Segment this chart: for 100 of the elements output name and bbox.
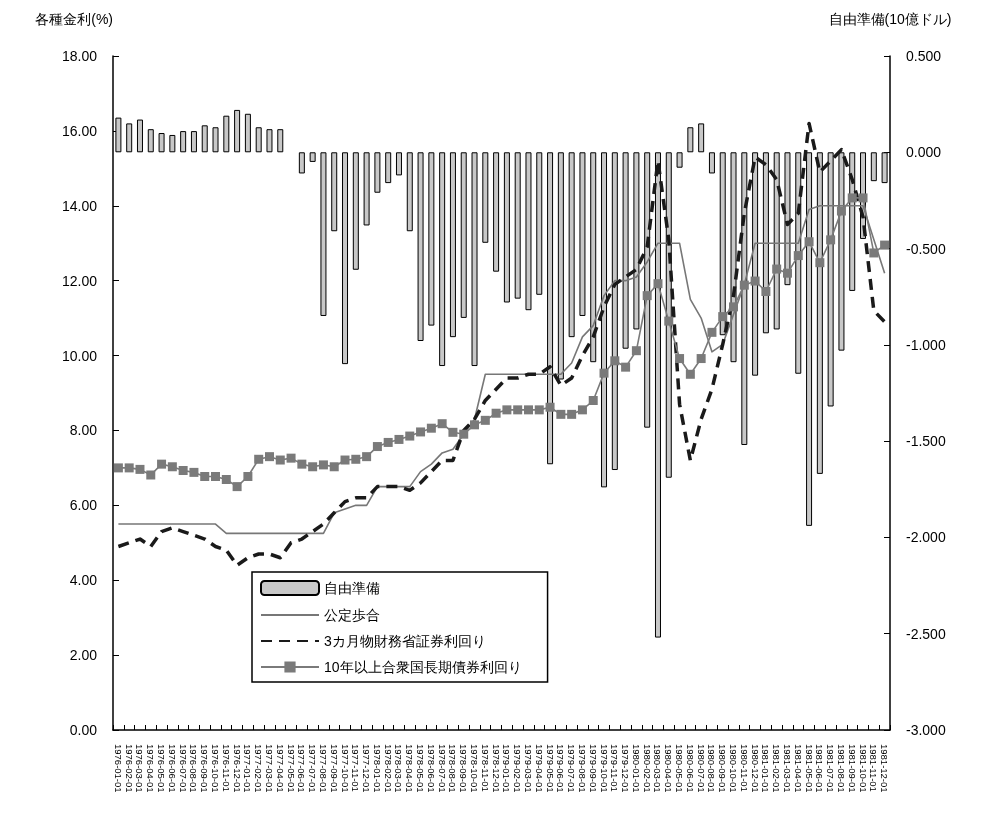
- x-tick-label: 1979-01-01: [501, 744, 513, 793]
- x-tick-label: 1977-02-01: [253, 744, 265, 793]
- x-tick-label: 1979-09-01: [587, 744, 599, 793]
- x-tick-label: 1978-03-01: [393, 744, 405, 793]
- bar: [234, 109, 241, 153]
- legend-label: 公定歩合: [324, 607, 380, 623]
- bar: [169, 134, 176, 153]
- bar: [547, 152, 554, 465]
- x-tick-label: 1976-11-01: [220, 744, 232, 792]
- bar: [493, 152, 500, 272]
- bar: [363, 152, 370, 226]
- bar: [654, 152, 661, 638]
- bar: [255, 127, 262, 153]
- x-tick-label: 1977-01-01: [242, 744, 254, 793]
- bar: [395, 152, 402, 176]
- x-tick-label: 1980-03-01: [652, 744, 664, 793]
- x-tick-label: 1981-10-01: [857, 744, 869, 793]
- y-tick-label: 0.00: [69, 722, 98, 738]
- x-tick-label: 1980-12-01: [749, 744, 761, 793]
- y-tick-label: 12.00: [61, 272, 98, 289]
- x-tick-label: 1980-06-01: [684, 744, 696, 793]
- bar: [838, 152, 845, 351]
- bar: [385, 152, 392, 184]
- y2-tick-label: 0.000: [906, 144, 942, 161]
- bar: [762, 152, 769, 334]
- bar: [719, 152, 726, 336]
- x-tick-label: 1977-05-01: [285, 744, 297, 793]
- bar: [158, 133, 165, 153]
- x-tick-label: 1979-07-01: [566, 744, 578, 793]
- bar: [557, 152, 564, 380]
- x-tick-label: 1979-12-01: [620, 744, 632, 793]
- y-tick-label: 14.00: [61, 197, 98, 214]
- bar: [806, 152, 813, 526]
- x-tick-label: 1978-08-01: [447, 744, 459, 793]
- bar: [439, 152, 446, 367]
- bar: [611, 152, 618, 471]
- x-tick-label: 1978-07-01: [436, 744, 448, 793]
- x-tick-label: 1981-05-01: [803, 744, 815, 793]
- bar: [708, 152, 715, 174]
- bar: [406, 152, 413, 232]
- x-tick-label: 1981-11-01: [868, 744, 880, 792]
- x-tick-label: 1981-03-01: [781, 744, 793, 793]
- y2-tick-label: -1.000: [906, 336, 946, 353]
- bar: [331, 152, 338, 232]
- y-tick-label: 16.00: [61, 122, 98, 139]
- x-tick-label: 1977-07-01: [307, 744, 319, 793]
- x-tick-label: 1978-06-01: [425, 744, 437, 793]
- x-tick-label: 1978-02-01: [382, 744, 394, 793]
- bar: [816, 152, 823, 474]
- x-tick-label: 1978-04-01: [404, 744, 416, 793]
- bar: [277, 129, 284, 153]
- x-tick-label: 1976-01-01: [112, 744, 124, 793]
- x-tick-label: 1976-03-01: [134, 744, 146, 793]
- bar: [212, 127, 219, 153]
- x-tick-label: 1981-09-01: [846, 744, 858, 793]
- x-tick-label: 1980-11-01: [738, 744, 750, 792]
- x-tick-label: 1978-10-01: [469, 744, 481, 793]
- x-tick-label: 1978-12-01: [490, 744, 502, 793]
- bar: [676, 152, 683, 168]
- bar: [503, 152, 510, 303]
- x-tick-label: 1979-06-01: [555, 744, 567, 793]
- y2-tick-label: -1.500: [906, 433, 946, 450]
- x-tick-label: 1976-07-01: [177, 744, 189, 793]
- x-tick-label: 1979-08-01: [576, 744, 588, 793]
- x-tick-label: 1979-11-01: [609, 744, 621, 792]
- x-tick-label: 1978-09-01: [458, 744, 470, 793]
- x-tick-label: 1980-08-01: [706, 744, 718, 793]
- x-tick-label: 1979-02-01: [512, 744, 524, 793]
- bar: [309, 152, 316, 162]
- x-tick-label: 1977-09-01: [328, 744, 340, 793]
- x-tick-label: 1978-11-01: [479, 744, 491, 792]
- y-tick-label: 6.00: [69, 497, 98, 514]
- x-tick-label: 1981-04-01: [792, 744, 804, 793]
- x-tick-label: 1977-06-01: [296, 744, 308, 793]
- bar: [482, 152, 489, 243]
- x-tick-label: 1978-05-01: [415, 744, 427, 793]
- bar: [590, 152, 597, 363]
- bar: [223, 115, 230, 153]
- x-tick-label: 1977-08-01: [317, 744, 329, 793]
- x-tick-label: 1981-02-01: [771, 744, 783, 793]
- y2-tick-label: -3.000: [906, 722, 946, 738]
- x-tick-label: 1981-07-01: [825, 744, 837, 793]
- x-tick-label: 1978-01-01: [371, 744, 383, 793]
- bar: [352, 152, 359, 270]
- bar: [320, 152, 327, 316]
- x-tick-label: 1977-11-01: [350, 744, 362, 792]
- bar: [741, 152, 748, 445]
- bar: [417, 152, 424, 342]
- x-tick-label: 1980-07-01: [695, 744, 707, 793]
- y-axis-title: 各種金利(%): [35, 11, 113, 27]
- bar: [244, 113, 251, 153]
- bar: [180, 131, 187, 153]
- bar: [827, 152, 834, 407]
- legend-label: 10年以上合衆国長期債券利回り: [324, 659, 522, 675]
- x-tick-label: 1976-09-01: [199, 744, 211, 793]
- x-tick-label: 1977-10-01: [339, 744, 351, 793]
- x-tick-label: 1981-12-01: [879, 744, 891, 793]
- x-tick-label: 1981-01-01: [760, 744, 772, 793]
- bar: [601, 152, 608, 488]
- bar: [525, 152, 532, 311]
